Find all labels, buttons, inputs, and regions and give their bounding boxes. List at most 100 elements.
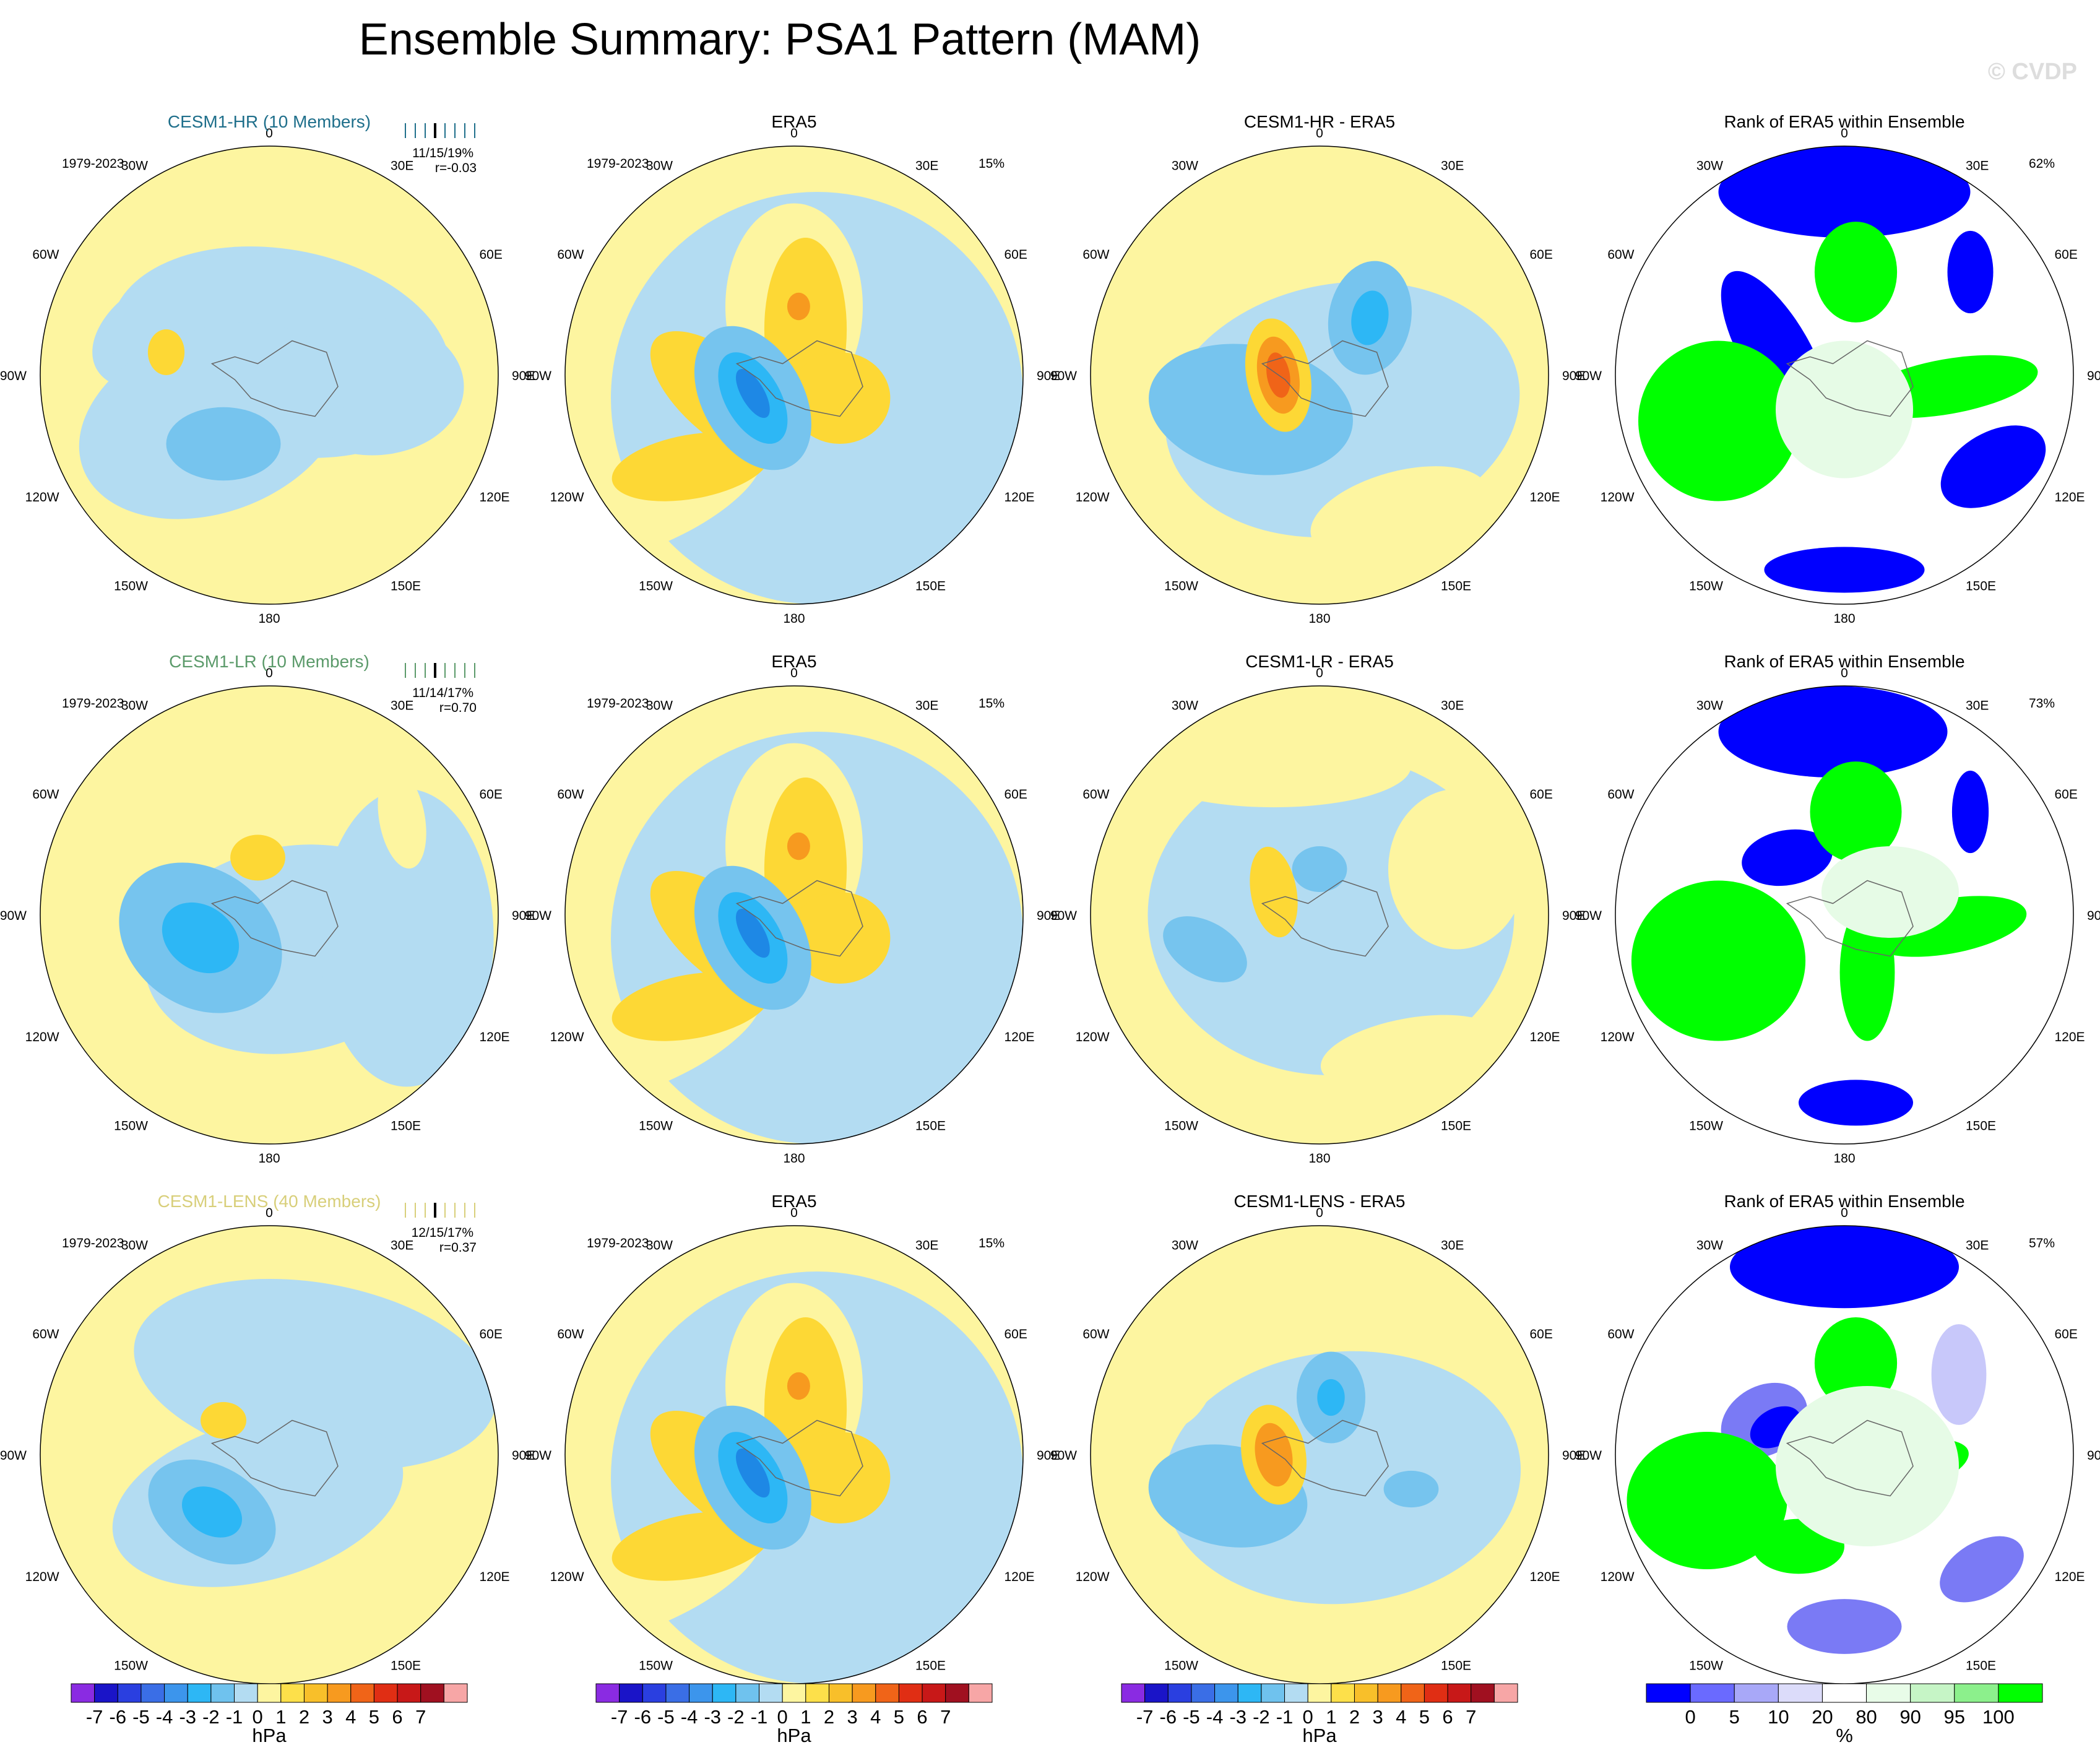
longitude-label: 180	[783, 612, 805, 626]
longitude-label: 150E	[391, 1658, 421, 1673]
longitude-label: 30W	[121, 1239, 148, 1253]
contour-region	[1631, 880, 1806, 1041]
panel-title: Rank of ERA5 within Ensemble	[1724, 652, 1964, 671]
colorbar-swatch	[1121, 1683, 1146, 1703]
antarctica-outline	[1261, 1419, 1389, 1497]
longitude-label: 120E	[1529, 1570, 1560, 1584]
longitude-label: 30E	[1441, 1239, 1464, 1253]
figure-title: Ensemble Summary: PSA1 Pattern (MAM)	[359, 15, 1201, 64]
longitude-label: 120E	[1004, 1570, 1034, 1584]
longitude-label: 90E	[1037, 909, 1060, 923]
longitude-label: 90W	[1575, 369, 1602, 383]
colorbar-unit: hPa	[1302, 1725, 1337, 1746]
contour-region	[1940, 425, 2046, 508]
longitude-label: 60E	[1004, 787, 1027, 802]
longitude-label: 120E	[479, 1030, 509, 1044]
colorbar-tick-label: -4	[156, 1706, 173, 1728]
contour-region	[181, 1486, 243, 1538]
contour-region	[736, 909, 770, 958]
longitude-label: 90W	[1575, 909, 1602, 923]
contour-region	[1742, 829, 1833, 886]
contour-region	[1163, 916, 1247, 982]
colorbar-tick-label: 3	[322, 1706, 332, 1728]
colorbar-tick-label: 2	[824, 1706, 834, 1728]
contour-region	[1718, 146, 1971, 238]
colorbar-swatch	[140, 1683, 165, 1703]
longitude-label: 60E	[479, 787, 502, 802]
longitude-label: 120W	[1076, 1570, 1110, 1584]
pattern-correlation: r=-0.03	[435, 161, 477, 175]
map-border	[40, 685, 499, 1145]
longitude-label: 90W	[0, 1449, 27, 1463]
longitude-label: 30E	[391, 159, 413, 173]
colorbar-swatch	[164, 1683, 188, 1703]
colorbar-swatch	[1377, 1683, 1402, 1703]
longitude-label: 120W	[1076, 490, 1110, 505]
longitude-label: 150E	[1441, 1119, 1471, 1133]
longitude-label: 30E	[391, 1239, 413, 1253]
longitude-label: 0	[790, 126, 798, 141]
longitude-label: 150E	[915, 1658, 946, 1673]
colorbar-rank: 0 5 10 20 80 90 95 100%	[1646, 1683, 2043, 1746]
colorbar-tick-label: 7	[940, 1706, 951, 1728]
longitude-label: 30E	[1966, 1239, 1989, 1253]
colorbar-tick-label: 5	[894, 1706, 904, 1728]
longitude-label: 90W	[0, 369, 27, 383]
contour-region	[1351, 290, 1389, 345]
longitude-label: 150W	[114, 1119, 148, 1133]
antarctica-outline	[1786, 1419, 1914, 1497]
longitude-label: 120E	[479, 1570, 509, 1584]
panel-title: ERA5	[771, 112, 816, 131]
colorbar-tick-label: -7	[1136, 1706, 1154, 1728]
longitude-label: 120E	[479, 490, 509, 505]
longitude-label: 90E	[512, 1449, 535, 1463]
rank-percent: 73%	[2029, 696, 2055, 711]
contour-region	[1320, 1015, 1502, 1090]
longitude-label: 120W	[1601, 1030, 1635, 1044]
colorbar-swatch	[1910, 1683, 1955, 1703]
longitude-label: 150E	[915, 1119, 946, 1133]
longitude-label: 90E	[1037, 1449, 1060, 1463]
colorbar-swatch	[1447, 1683, 1472, 1703]
colorbar-swatch	[735, 1683, 760, 1703]
map-panel: 030E60E90E120E150E180150W120W90W60W30WCE…	[1050, 1192, 1586, 1705]
colorbar-swatch	[782, 1683, 806, 1703]
contour-region	[230, 834, 285, 881]
map-panel: 030E60E90E120E150E180150W120W90W60W30WCE…	[0, 1192, 535, 1705]
colorbar-tick-label: 6	[1442, 1706, 1453, 1728]
longitude-label: 0	[1841, 1206, 1848, 1220]
antarctica-outline	[210, 1419, 339, 1497]
colorbar-tick-label: 20	[1812, 1706, 1833, 1728]
map-border	[1615, 145, 2074, 605]
contour-region	[1787, 1599, 1902, 1654]
longitude-label: 120E	[1529, 490, 1560, 505]
longitude-label: 150E	[915, 579, 946, 593]
contour-region	[1310, 466, 1489, 559]
colorbar-swatch	[1167, 1683, 1192, 1703]
colorbar-tick-label: 1	[1326, 1706, 1336, 1728]
longitude-label: 120W	[550, 490, 584, 505]
longitude-label: 60W	[1082, 248, 1109, 262]
longitude-label: 60W	[32, 1327, 59, 1341]
colorbar-hpa-3: -7 -6 -5 -4 -3 -2 -1 0 1 2 3 4 5 6 7 hPa	[1121, 1683, 1518, 1746]
colorbar-tick-label: 6	[917, 1706, 927, 1728]
longitude-label: 30E	[915, 159, 938, 173]
colorbar-tick-label: -4	[681, 1706, 698, 1728]
longitude-label: 150W	[1164, 579, 1198, 593]
longitude-label: 90E	[1037, 369, 1060, 383]
colorbar-swatch	[1214, 1683, 1238, 1703]
colorbar-swatch	[1493, 1683, 1518, 1703]
colorbar-unit: hPa	[252, 1725, 287, 1746]
longitude-label: 90W	[0, 909, 27, 923]
contour-region	[1255, 1423, 1293, 1487]
map-field	[1091, 686, 1549, 1144]
colorbar-swatch	[1866, 1683, 1911, 1703]
map-border	[1090, 145, 1549, 605]
contour-region	[378, 769, 426, 869]
contour-region	[1951, 770, 1989, 854]
colorbar-tick-label: 3	[1372, 1706, 1383, 1728]
map-field	[40, 146, 498, 604]
antarctica-outline	[1786, 880, 1914, 957]
longitude-label: 150W	[114, 1658, 148, 1673]
colorbar-swatch	[619, 1683, 643, 1703]
